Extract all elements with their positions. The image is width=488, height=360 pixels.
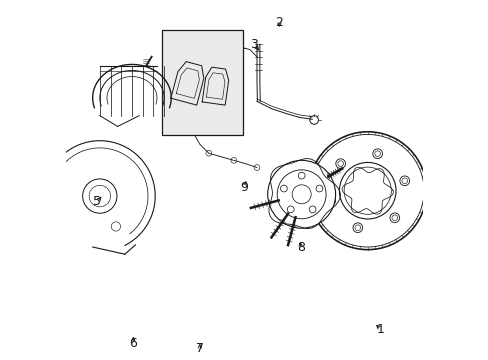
Text: 2: 2 — [275, 15, 283, 28]
Text: 4: 4 — [322, 195, 329, 208]
Text: 6: 6 — [129, 337, 137, 350]
Circle shape — [267, 160, 335, 228]
Text: 9: 9 — [239, 181, 247, 194]
Text: 7: 7 — [196, 342, 203, 355]
Text: 1: 1 — [376, 323, 384, 336]
Text: 8: 8 — [296, 241, 305, 255]
Bar — [162, 30, 242, 135]
Text: 3: 3 — [250, 38, 258, 51]
Text: 5: 5 — [93, 195, 101, 208]
